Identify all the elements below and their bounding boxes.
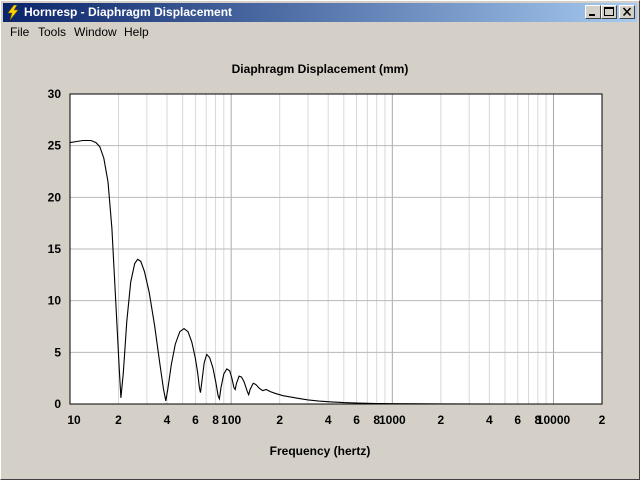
chart-title: Diaphragm Displacement (mm) <box>231 62 409 76</box>
close-button[interactable] <box>619 5 635 19</box>
lightning-icon <box>7 5 19 20</box>
displacement-curve <box>69 139 602 405</box>
maximize-icon <box>604 7 614 16</box>
x-tick-label: 10 <box>67 413 81 427</box>
y-tick-label: 30 <box>48 87 62 101</box>
grid <box>70 94 602 404</box>
maximize-button[interactable] <box>601 5 617 19</box>
x-tick-label: 4 <box>325 413 332 427</box>
x-tick-label: 8 <box>535 413 542 427</box>
minimize-icon <box>589 14 595 16</box>
x-tick-label: 6 <box>514 413 521 427</box>
x-tick-label: 2 <box>276 413 283 427</box>
x-tick-label: 2 <box>437 413 444 427</box>
menu-help[interactable]: Help <box>124 25 149 39</box>
x-tick-label: 2 <box>599 413 606 427</box>
menu-file[interactable]: File <box>10 25 30 39</box>
y-tick-label: 0 <box>54 397 61 411</box>
y-tick-label: 5 <box>54 345 61 359</box>
close-icon <box>622 7 632 17</box>
y-tick-label: 20 <box>48 190 62 204</box>
menu-tools[interactable]: Tools <box>38 25 67 39</box>
x-tick-label: 100 <box>221 413 241 427</box>
menu-bar: File Tools Window Help <box>3 22 637 41</box>
menu-window[interactable]: Window <box>74 25 117 39</box>
x-tick-label: 8 <box>373 413 380 427</box>
y-tick-label: 10 <box>48 294 62 308</box>
x-axis-label: Frequency (hertz) <box>269 444 371 458</box>
y-tick-label: 15 <box>48 242 62 256</box>
x-tick-label: 6 <box>192 413 199 427</box>
x-tick-label: 4 <box>164 413 171 427</box>
y-axis: 0 5 10 15 20 25 30 <box>48 87 62 411</box>
x-tick-label: 2 <box>115 413 122 427</box>
x-tick-label: 10000 <box>537 413 571 427</box>
x-tick-label: 8 <box>212 413 219 427</box>
window-title: Hornresp - Diaphragm Displacement <box>24 5 233 19</box>
x-tick-label: 1000 <box>379 413 406 427</box>
minimize-button[interactable] <box>585 5 601 19</box>
y-tick-label: 25 <box>48 139 62 153</box>
x-tick-label: 4 <box>486 413 493 427</box>
title-bar[interactable]: Hornresp - Diaphragm Displacement <box>3 3 637 22</box>
plot-area <box>69 93 603 405</box>
x-tick-label: 6 <box>353 413 360 427</box>
